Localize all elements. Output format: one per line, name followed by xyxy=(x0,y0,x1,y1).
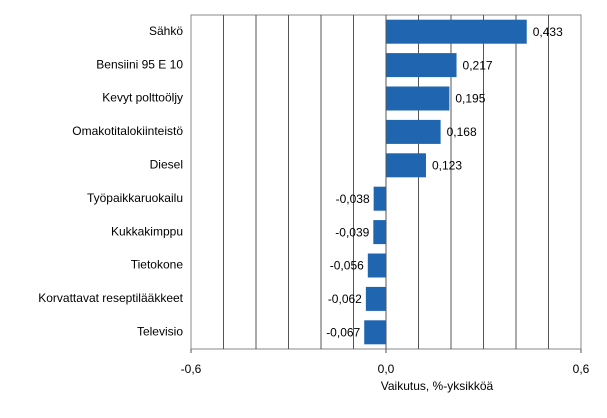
y-tick-label: Työpaikkaruokailu xyxy=(87,191,183,205)
value-label: -0,039 xyxy=(335,225,369,239)
bar xyxy=(386,53,457,78)
y-tick-label: Kukkakimppu xyxy=(111,224,183,238)
x-tick-label: -0,6 xyxy=(181,362,202,376)
y-tick-label: Bensiini 95 E 10 xyxy=(96,57,183,71)
value-label: 0,217 xyxy=(463,58,493,72)
value-label: -0,062 xyxy=(328,292,362,306)
bar xyxy=(373,220,386,245)
x-axis-title: Vaikutus, %-yksikköä xyxy=(381,379,494,393)
value-label: -0,056 xyxy=(330,259,364,273)
y-tick-label: Televisio xyxy=(137,324,183,338)
bar xyxy=(373,186,386,211)
y-tick-label: Sähkö xyxy=(149,24,183,38)
value-label: -0,067 xyxy=(326,325,360,339)
bar xyxy=(367,253,386,278)
x-tick-label: 0,0 xyxy=(378,362,395,376)
y-tick-label: Omakotitalokiinteistö xyxy=(72,124,183,138)
bar xyxy=(386,86,450,111)
value-label: 0,168 xyxy=(447,125,477,139)
value-label: 0,123 xyxy=(432,158,462,172)
y-tick-label: Diesel xyxy=(150,157,183,171)
bar xyxy=(386,153,426,178)
bar xyxy=(386,19,527,44)
value-label: 0,195 xyxy=(455,92,485,106)
y-tick-label: Korvattavat reseptilääkkeet xyxy=(38,291,183,305)
bar xyxy=(364,320,386,345)
value-label: -0,038 xyxy=(336,192,370,206)
bar xyxy=(386,119,441,144)
bar xyxy=(365,286,386,311)
y-tick-label: Tietokone xyxy=(131,258,184,272)
value-label: 0,433 xyxy=(533,25,563,39)
y-tick-label: Kevyt polttoöljy xyxy=(102,91,183,105)
x-tick-label: 0,6 xyxy=(573,362,590,376)
